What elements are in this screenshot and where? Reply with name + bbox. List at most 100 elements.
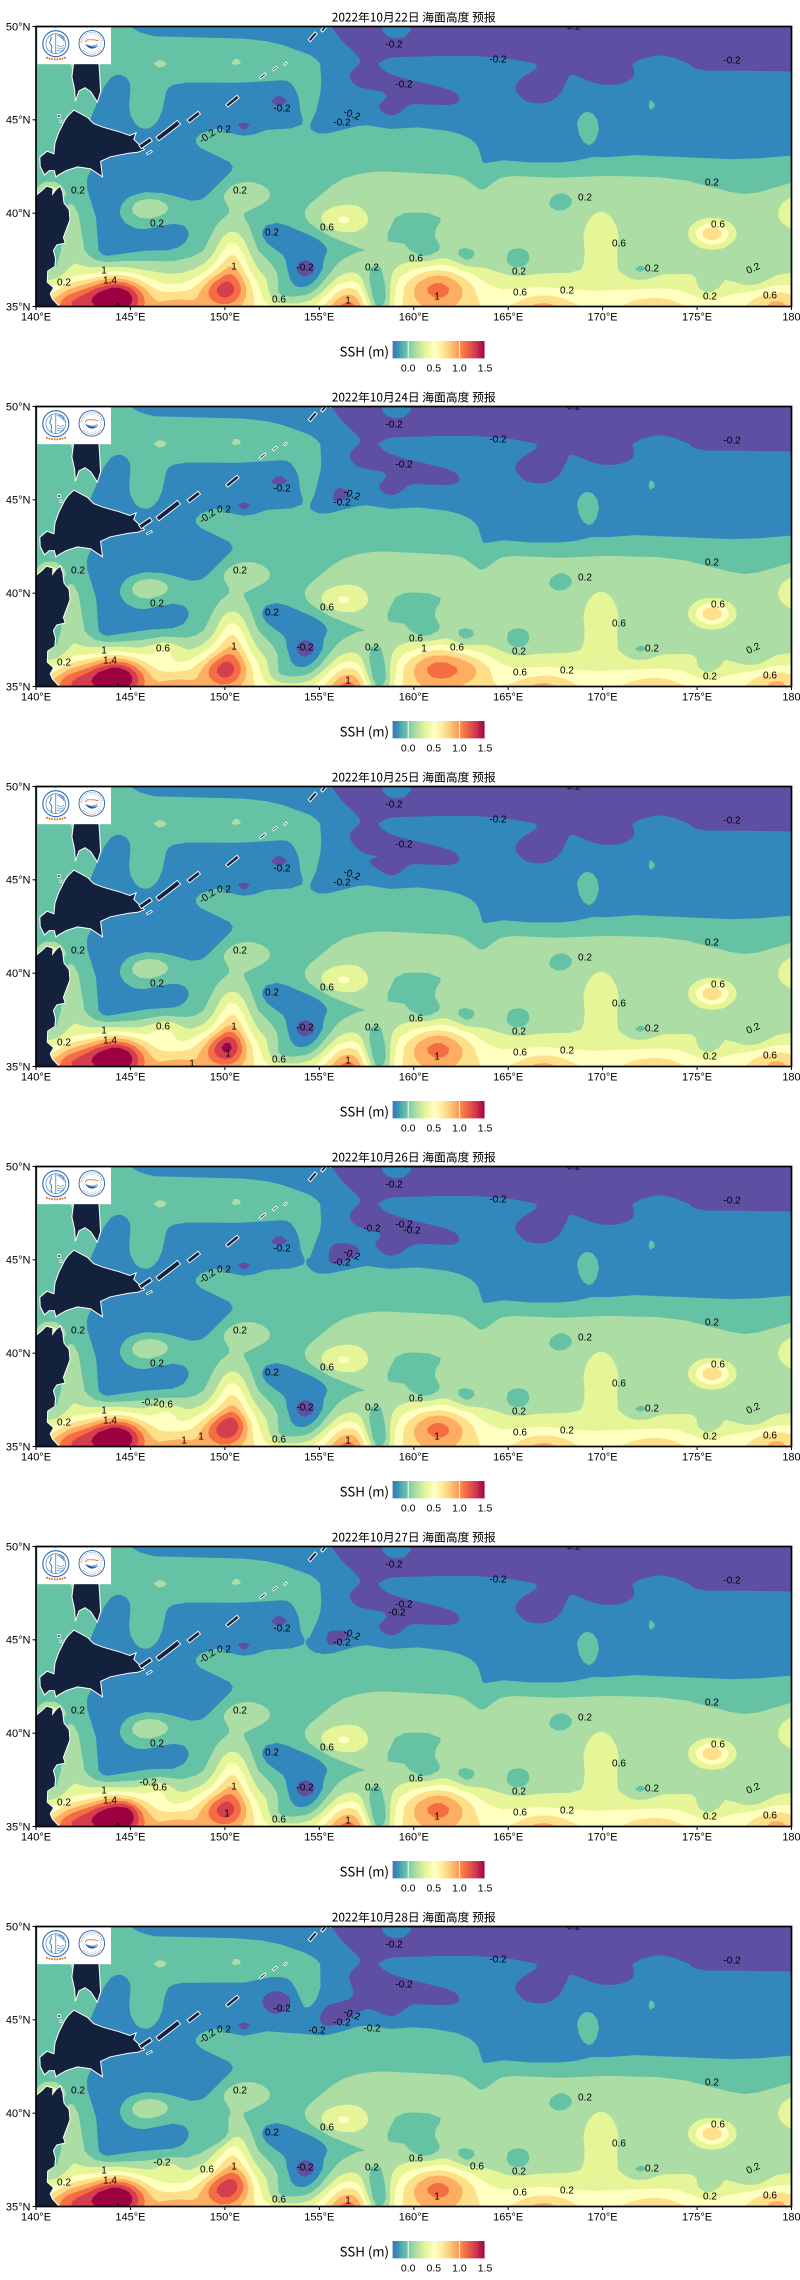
svg-text:0.2: 0.2: [365, 1403, 379, 1414]
svg-text:1: 1: [434, 1052, 440, 1063]
svg-text:0.2: 0.2: [71, 566, 85, 577]
svg-text:0.6: 0.6: [470, 2162, 484, 2173]
svg-text:-0.2: -0.2: [395, 840, 413, 851]
svg-text:1: 1: [434, 292, 440, 303]
svg-text:0.2: 0.2: [512, 1407, 526, 1418]
svg-text:1.0: 1.0: [452, 1503, 467, 1515]
svg-text:0.2: 0.2: [578, 1333, 592, 1344]
svg-text:0.2: 0.2: [365, 643, 379, 654]
svg-text:0.2: 0.2: [265, 608, 279, 619]
svg-text:-0.2: -0.2: [385, 800, 403, 811]
svg-text:-0.2: -0.2: [563, 402, 581, 413]
svg-text:0.2: 0.2: [233, 1706, 247, 1717]
svg-text:180: 180: [782, 2212, 800, 2224]
svg-text:175°E: 175°E: [682, 1452, 712, 1464]
svg-text:145°E: 145°E: [115, 1072, 145, 1084]
svg-text:1.4: 1.4: [103, 1036, 117, 1047]
svg-text:-0.2: -0.2: [563, 1162, 581, 1173]
svg-text:0.2: 0.2: [217, 125, 231, 136]
svg-text:0.6: 0.6: [320, 603, 334, 614]
svg-text:0.6: 0.6: [763, 1051, 777, 1062]
svg-text:0.2: 0.2: [365, 263, 379, 274]
svg-text:0.6: 0.6: [409, 2154, 423, 2165]
svg-text:0.2: 0.2: [745, 1021, 763, 1037]
svg-text:0.2: 0.2: [71, 1706, 85, 1717]
svg-text:0.6: 0.6: [763, 1431, 777, 1442]
svg-text:1: 1: [101, 2166, 107, 2177]
svg-text:0.6: 0.6: [711, 600, 725, 611]
svg-text:0.6: 0.6: [513, 288, 527, 299]
svg-text:-0.2: -0.2: [723, 1196, 741, 1207]
svg-text:-0.2: -0.2: [296, 1023, 314, 1034]
svg-text:1.4: 1.4: [103, 1796, 117, 1807]
svg-text:1.0: 1.0: [452, 363, 467, 375]
svg-text:180: 180: [782, 1452, 800, 1464]
svg-text:0.2: 0.2: [578, 953, 592, 964]
svg-text:0.6: 0.6: [612, 1759, 626, 1770]
svg-text:-0.2: -0.2: [385, 1940, 403, 1951]
svg-text:0.2: 0.2: [233, 2086, 247, 2097]
svg-text:1.5: 1.5: [478, 1883, 493, 1895]
svg-text:0.2: 0.2: [57, 658, 71, 669]
svg-text:1: 1: [101, 1406, 107, 1417]
svg-text:0.0: 0.0: [401, 743, 416, 755]
svg-text:180: 180: [782, 1832, 800, 1844]
svg-text:-0.2: -0.2: [385, 1560, 403, 1571]
svg-text:0.5: 0.5: [426, 1123, 441, 1135]
svg-text:0.2: 0.2: [705, 938, 719, 949]
svg-text:0.2: 0.2: [57, 2178, 71, 2189]
svg-text:140°E: 140°E: [21, 312, 51, 324]
svg-text:160°E: 160°E: [399, 1832, 429, 1844]
svg-text:0.2: 0.2: [703, 292, 717, 303]
svg-text:-0.2: -0.2: [385, 1180, 403, 1191]
svg-text:0.2: 0.2: [365, 2163, 379, 2174]
svg-text:1.0: 1.0: [452, 2263, 467, 2275]
svg-text:165°E: 165°E: [493, 2212, 523, 2224]
svg-text:1: 1: [224, 1809, 230, 1820]
svg-text:140°E: 140°E: [21, 1072, 51, 1084]
svg-text:50°N: 50°N: [6, 401, 31, 413]
svg-text:0.6: 0.6: [612, 619, 626, 630]
svg-text:0.6: 0.6: [612, 1379, 626, 1390]
svg-text:160°E: 160°E: [399, 2212, 429, 2224]
svg-text:1: 1: [345, 1816, 351, 1827]
svg-text:-0.2: -0.2: [296, 1403, 314, 1414]
svg-text:175°E: 175°E: [682, 312, 712, 324]
svg-text:1.4: 1.4: [103, 656, 117, 667]
svg-text:50°N: 50°N: [6, 781, 31, 793]
svg-text:0.2: 0.2: [703, 1052, 717, 1063]
svg-text:0.2: 0.2: [560, 666, 574, 677]
svg-text:-0.2: -0.2: [139, 1778, 157, 1789]
svg-text:1: 1: [181, 1436, 187, 1447]
svg-text:-0.2: -0.2: [563, 1542, 581, 1553]
svg-text:0.6: 0.6: [409, 634, 423, 645]
svg-text:0.6: 0.6: [272, 1055, 286, 1066]
svg-text:0.6: 0.6: [763, 671, 777, 682]
svg-text:-0.2: -0.2: [489, 55, 507, 66]
svg-text:0.2: 0.2: [71, 946, 85, 957]
svg-text:-0.2: -0.2: [489, 1575, 507, 1586]
svg-text:-0.2: -0.2: [308, 2026, 326, 2037]
svg-text:-0.2: -0.2: [333, 118, 351, 129]
svg-text:0.2: 0.2: [705, 558, 719, 569]
svg-text:0.2: 0.2: [645, 1024, 659, 1035]
svg-text:0.6: 0.6: [711, 1360, 725, 1371]
svg-text:1: 1: [345, 676, 351, 687]
svg-text:0.2: 0.2: [745, 2161, 763, 2177]
svg-text:-0.2: -0.2: [273, 1244, 291, 1255]
svg-text:35°N: 35°N: [6, 1821, 31, 1833]
svg-text:1: 1: [115, 2202, 121, 2213]
svg-text:145°E: 145°E: [115, 2212, 145, 2224]
svg-text:45°N: 45°N: [6, 2015, 31, 2027]
svg-text:0.6: 0.6: [763, 1811, 777, 1822]
svg-text:0.2: 0.2: [745, 1401, 763, 1417]
svg-text:40°N: 40°N: [6, 1348, 31, 1360]
svg-text:165°E: 165°E: [493, 312, 523, 324]
svg-text:0.6: 0.6: [711, 980, 725, 991]
svg-text:0.2: 0.2: [512, 1027, 526, 1038]
svg-text:0.6: 0.6: [450, 643, 464, 654]
svg-text:-0.2: -0.2: [723, 816, 741, 827]
svg-text:-0.2: -0.2: [273, 2004, 291, 2015]
svg-text:0.0: 0.0: [401, 1503, 416, 1515]
svg-text:0.2: 0.2: [150, 599, 164, 610]
